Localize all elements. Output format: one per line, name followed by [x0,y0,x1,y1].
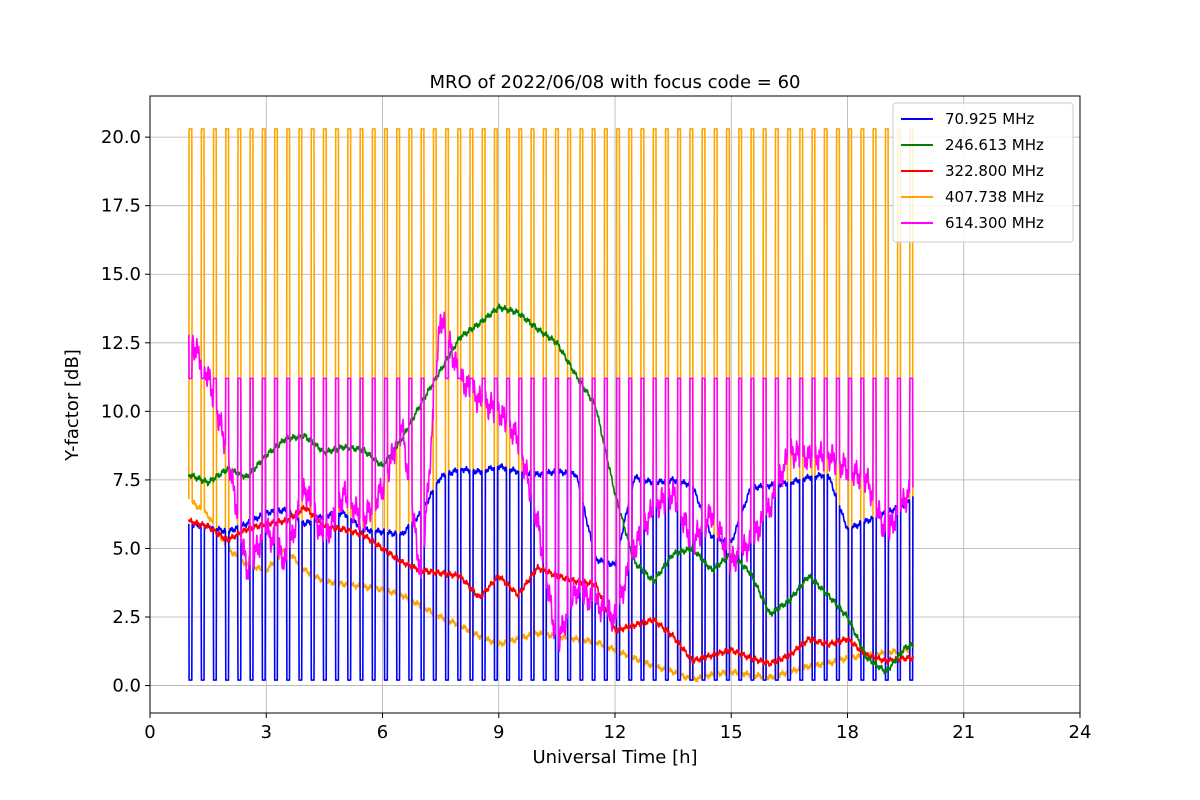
legend-label: 246.613 MHz [945,136,1044,154]
y-tick-label: 17.5 [101,196,141,217]
x-tick-label: 0 [144,722,155,743]
series-line-0 [188,463,915,681]
x-tick-label: 6 [377,722,388,743]
plot-frame [149,95,1081,714]
legend-label: 70.925 MHz [945,110,1034,128]
x-tick-label: 9 [493,722,504,743]
series-line-3 [188,128,914,683]
axis-ticks: 0 3 6 9 12 15 18 21 24 0.0 2.5 5.0 7.5 10.0 12.5 15.0 17… [101,127,1092,743]
y-tick-label: 5.0 [112,538,141,559]
legend: 70.925 MHz 246.613 MHz 322.800 MHz 407.738 … [892,102,1074,243]
y-tick-label: 12.5 [101,333,141,354]
x-tick-label: 15 [720,722,743,743]
legend-label: 322.800 MHz [945,162,1044,180]
series-line-1 [188,303,915,675]
y-tick-label: 2.5 [112,607,141,628]
series-line-4 [188,311,915,653]
y-tick-label: 15.0 [101,264,141,285]
y-tick-label: 20.0 [101,127,141,148]
y-tick-label: 10.0 [101,401,141,422]
series-layer [188,128,915,683]
series-line-2 [188,505,915,667]
x-tick-label: 12 [604,722,627,743]
x-axis-label: Universal Time [h] [532,747,697,768]
y-axis-label: Y-factor [dB] [62,349,83,462]
chart-title: MRO of 2022/06/08 with focus code = 60 [430,72,801,93]
legend-label: 614.300 MHz [945,214,1044,232]
x-tick-label: 21 [952,722,975,743]
x-tick-label: 3 [261,722,272,743]
x-tick-label: 24 [1069,722,1092,743]
legend-box [892,102,1074,243]
y-tick-label: 0.0 [112,676,141,697]
legend-label: 407.738 MHz [945,188,1044,206]
x-tick-label: 18 [836,722,859,743]
y-tick-label: 7.5 [112,470,141,491]
